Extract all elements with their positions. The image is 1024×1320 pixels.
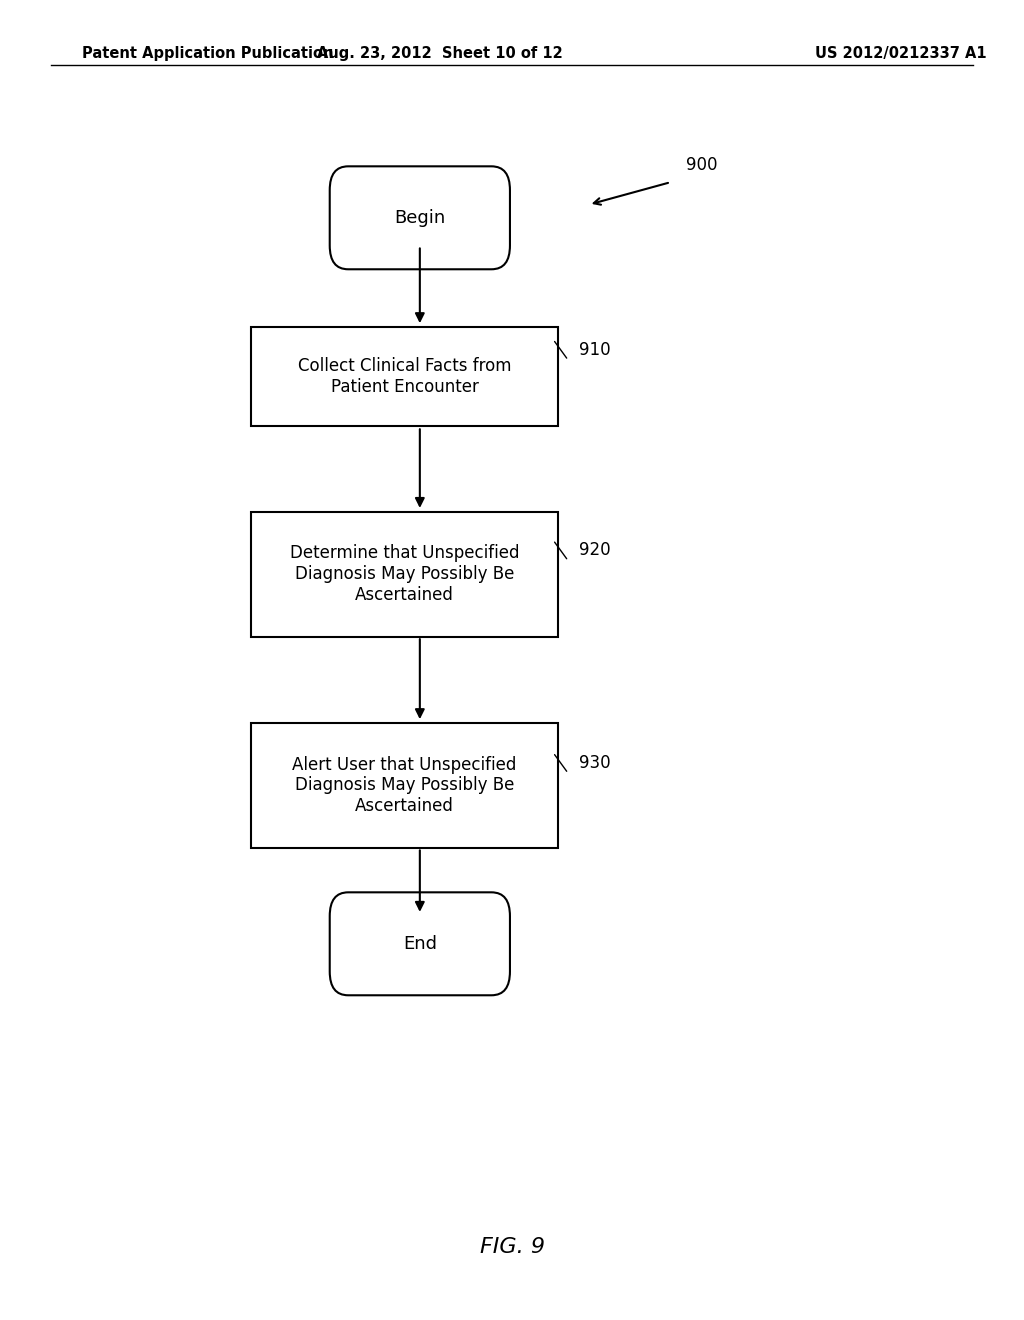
Text: 930: 930 <box>579 754 610 772</box>
Text: Patent Application Publication: Patent Application Publication <box>82 46 334 61</box>
Text: Aug. 23, 2012  Sheet 10 of 12: Aug. 23, 2012 Sheet 10 of 12 <box>317 46 563 61</box>
Text: End: End <box>402 935 437 953</box>
FancyBboxPatch shape <box>251 327 558 425</box>
FancyBboxPatch shape <box>251 512 558 638</box>
Text: Alert User that Unspecified
Diagnosis May Possibly Be
Ascertained: Alert User that Unspecified Diagnosis Ma… <box>292 755 517 816</box>
FancyBboxPatch shape <box>251 722 558 847</box>
Text: 900: 900 <box>686 156 718 174</box>
FancyBboxPatch shape <box>330 166 510 269</box>
Text: Begin: Begin <box>394 209 445 227</box>
Text: 910: 910 <box>579 341 610 359</box>
Text: US 2012/0212337 A1: US 2012/0212337 A1 <box>815 46 987 61</box>
Text: Determine that Unspecified
Diagnosis May Possibly Be
Ascertained: Determine that Unspecified Diagnosis May… <box>290 544 519 605</box>
FancyBboxPatch shape <box>330 892 510 995</box>
Text: FIG. 9: FIG. 9 <box>479 1237 545 1258</box>
Text: Collect Clinical Facts from
Patient Encounter: Collect Clinical Facts from Patient Enco… <box>298 356 511 396</box>
Text: 920: 920 <box>579 541 610 560</box>
